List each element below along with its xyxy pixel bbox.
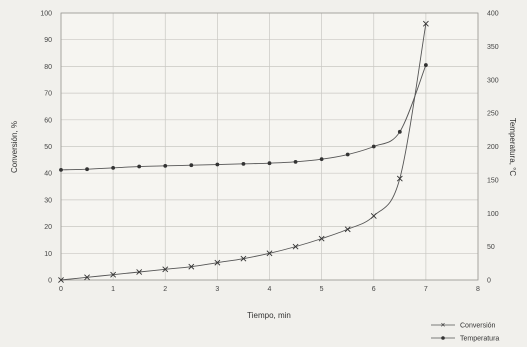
data-point-temperature [137, 164, 142, 169]
legend-marker-temperature [441, 336, 445, 340]
x-tick-label: 3 [215, 286, 219, 293]
data-point-temperature [423, 63, 428, 67]
x-tick-label: 4 [268, 286, 272, 293]
y-right-tick-label: 400 [487, 11, 499, 18]
data-point-temperature [397, 129, 402, 134]
x-tick-label: 7 [424, 286, 428, 293]
data-point-conversion [266, 250, 273, 257]
data-point-conversion [396, 175, 403, 182]
legend-item-temperature: Temperatura [431, 336, 499, 343]
y-left-tick-label: 40 [44, 171, 52, 178]
legend-label-conversion: Conversión [460, 323, 496, 330]
y-left-tick-label: 10 [44, 251, 52, 258]
y-right-tick-label: 300 [487, 77, 499, 84]
y-left-tick-label: 30 [44, 197, 52, 204]
plot-frame [60, 12, 479, 281]
data-point-conversion [84, 274, 90, 281]
marker-stroke [266, 250, 273, 257]
marker-stroke [344, 226, 351, 233]
marker-stroke [188, 263, 195, 270]
x-tick-label: 0 [59, 286, 63, 293]
y-right-axis-title: Temperatura, °C [508, 118, 517, 177]
y-left-tick-label: 50 [44, 144, 52, 151]
data-point-conversion [370, 213, 377, 219]
y-right-axis-ticks: 0 50 100 150 200 250 300 350 400 [487, 11, 499, 285]
y-right-tick-label: 250 [487, 111, 499, 118]
y-left-tick-label: 70 [44, 91, 52, 98]
y-left-tick-label: 90 [44, 37, 52, 44]
y-right-tick-label: 150 [487, 177, 499, 184]
data-point-temperature [163, 163, 168, 168]
marker-stroke [110, 271, 117, 278]
marker-stroke [240, 255, 247, 262]
data-point-temperature [241, 161, 246, 166]
data-point-temperature [111, 165, 116, 170]
legend: × Conversión Temperatura [431, 321, 499, 343]
data-point-conversion [162, 266, 169, 273]
data-point-temperature [85, 167, 89, 172]
y-left-tick-label: 80 [44, 64, 52, 71]
y-left-tick-label: 0 [48, 278, 52, 285]
data-point-conversion [422, 20, 429, 27]
y-left-tick-label: 60 [44, 117, 52, 124]
marker-stroke [58, 277, 64, 283]
data-point-conversion [58, 277, 64, 283]
marker-stroke [136, 269, 143, 275]
data-point-temperature [319, 157, 324, 162]
data-point-temperature [293, 159, 298, 164]
y-left-axis-ticks: 0 10 20 30 40 50 60 70 80 90 100 [40, 11, 52, 285]
data-point-temperature [267, 161, 272, 166]
data-point-conversion [292, 243, 299, 250]
data-point-conversion [214, 259, 221, 266]
legend-item-conversion: × Conversión [431, 321, 496, 330]
data-point-temperature [189, 163, 194, 168]
marker-stroke [422, 20, 429, 27]
y-left-axis-title: Conversión, % [10, 121, 19, 173]
marker-stroke [214, 259, 221, 266]
data-point-temperature [59, 167, 63, 172]
y-left-tick-label: 20 [44, 224, 52, 231]
data-point-conversion [136, 269, 143, 275]
marker-stroke [370, 213, 377, 219]
marker-stroke [162, 266, 169, 273]
marker-stroke [292, 243, 299, 250]
data-point-conversion [110, 271, 117, 278]
data-point-conversion [240, 255, 247, 262]
marker-stroke [318, 235, 325, 242]
y-right-tick-label: 50 [487, 244, 495, 251]
y-right-tick-label: 200 [487, 144, 499, 151]
y-right-tick-label: 350 [487, 44, 499, 51]
x-tick-label: 1 [111, 286, 115, 293]
x-axis-title: Tiempo, min [247, 311, 291, 320]
x-axis-ticks: 0 1 2 3 4 5 6 7 8 [59, 286, 480, 293]
marker-stroke [396, 175, 403, 182]
data-point-temperature [215, 162, 220, 167]
data-point-conversion [318, 235, 325, 242]
x-tick-label: 8 [476, 286, 480, 293]
y-right-tick-label: 100 [487, 211, 499, 218]
legend-marker-conversion: × [441, 321, 446, 330]
x-tick-label: 2 [163, 286, 167, 293]
series-layer [58, 20, 429, 283]
x-tick-label: 5 [320, 286, 324, 293]
data-point-temperature [345, 152, 350, 157]
data-point-temperature [371, 144, 376, 149]
y-left-tick-label: 100 [40, 11, 52, 18]
y-right-tick-label: 0 [487, 278, 491, 285]
marker-stroke [84, 274, 90, 281]
legend-label-temperature: Temperatura [460, 336, 499, 343]
data-point-conversion [344, 226, 351, 233]
x-tick-label: 6 [372, 286, 376, 293]
data-point-conversion [188, 263, 195, 270]
